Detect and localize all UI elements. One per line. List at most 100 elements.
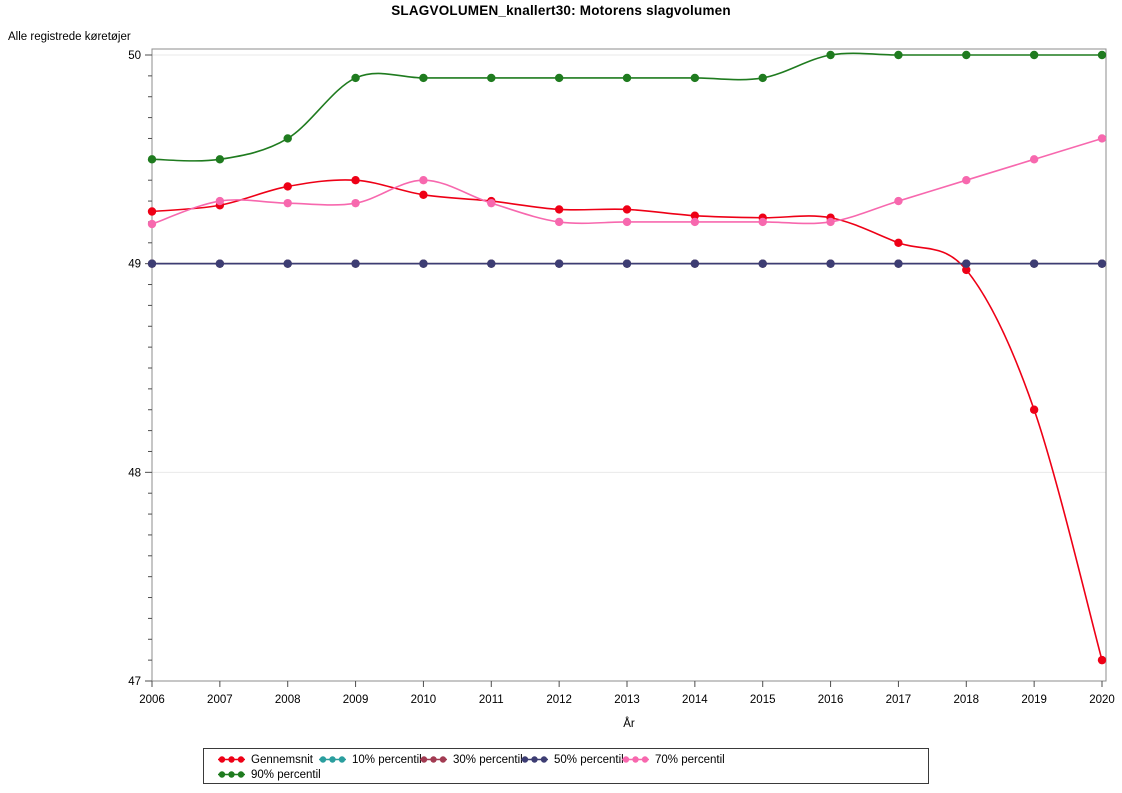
legend-item-p30: 30% percentil [420, 753, 523, 766]
data-point-p70 [1029, 155, 1039, 164]
x-axis-title: År [623, 718, 635, 730]
x-tick-label: 2009 [343, 694, 369, 706]
data-point-p90 [826, 50, 835, 60]
legend-item-p50: 50% percentil [521, 753, 624, 766]
chart-title: SLAGVOLUMEN_knallert30: Motorens slagvol… [391, 3, 731, 18]
x-tick-label: 2017 [886, 694, 912, 706]
data-point-p70 [758, 217, 767, 227]
data-point-p50 [894, 259, 903, 268]
legend-marker-icon [420, 756, 447, 763]
data-point-p90 [419, 73, 428, 83]
y-tick-label: 47 [128, 676, 141, 688]
data-point-p50 [962, 259, 971, 268]
chart-legend: Gennemsnit 10% percentil 30% percentil 50% … [203, 748, 929, 784]
data-point-p90 [215, 155, 225, 164]
legend-marker-icon [521, 756, 548, 763]
legend-item-p10: 10% percentil [319, 753, 422, 766]
x-tick-label: 2013 [614, 694, 640, 706]
data-point-p70 [147, 219, 157, 229]
data-point-p70 [283, 198, 292, 208]
data-point-p70 [690, 217, 700, 227]
plot-frame [151, 48, 1107, 682]
data-point-p50 [487, 259, 496, 268]
legend-row: Gennemsnit 10% percentil 30% percentil 50% … [218, 752, 928, 767]
legend-label: 70% percentil [655, 753, 725, 766]
data-point-gennemsnit [1029, 405, 1039, 414]
legend-item-p70: 70% percentil [622, 754, 725, 766]
data-point-p90 [487, 73, 496, 83]
data-point-p70 [962, 176, 971, 185]
data-point-p90 [894, 50, 903, 60]
data-point-p50 [826, 259, 835, 268]
data-point-p70 [215, 196, 225, 206]
legend-row: 90% percentil [218, 767, 928, 782]
data-point-p90 [622, 73, 632, 83]
legend-item-p90: 90% percentil [218, 769, 321, 781]
legend-marker-icon [218, 771, 245, 778]
data-point-p90 [147, 155, 157, 164]
legend-marker-icon [218, 756, 245, 763]
data-point-gennemsnit [147, 207, 157, 216]
x-tick-label: 2008 [275, 694, 301, 706]
legend-label: 10% percentil [352, 753, 422, 766]
data-point-gennemsnit [419, 190, 428, 200]
data-point-p70 [419, 176, 428, 185]
data-point-gennemsnit [962, 265, 971, 275]
data-point-gennemsnit [1097, 655, 1107, 665]
x-tick-label: 2014 [682, 694, 708, 706]
data-point-p90 [554, 73, 564, 83]
data-point-p50 [351, 259, 360, 268]
data-point-p70 [622, 217, 632, 227]
data-point-p90 [351, 73, 360, 83]
data-point-gennemsnit [351, 176, 360, 185]
data-point-p50 [283, 259, 292, 268]
legend-marker-icon [319, 756, 346, 763]
data-point-p90 [283, 134, 292, 143]
y-tick-label: 48 [128, 467, 141, 479]
data-point-p90 [690, 73, 700, 83]
y-tick-label: 49 [128, 259, 141, 271]
data-point-p70 [826, 217, 835, 227]
x-tick-label: 2020 [1089, 694, 1115, 706]
data-point-p50 [1029, 259, 1039, 268]
data-point-p50 [147, 259, 157, 268]
data-point-gennemsnit [690, 211, 700, 220]
x-tick-label: 2016 [818, 694, 844, 706]
data-point-p70 [1097, 134, 1107, 143]
data-point-p90 [1097, 50, 1107, 60]
data-point-p70 [894, 196, 903, 206]
data-point-p50 [215, 259, 225, 268]
x-tick-label: 2019 [1021, 694, 1047, 706]
data-point-p50 [758, 259, 767, 268]
x-tick-label: 2010 [411, 694, 437, 706]
legend-label: 50% percentil [554, 753, 624, 766]
y-tick-label: 50 [128, 50, 141, 62]
data-point-gennemsnit [894, 238, 903, 247]
x-tick-label: 2015 [750, 694, 776, 706]
data-point-p90 [758, 73, 767, 83]
data-point-p50 [1097, 259, 1107, 268]
legend-label: 30% percentil [453, 753, 523, 766]
data-point-gennemsnit [554, 205, 564, 214]
x-tick-label: 2011 [479, 694, 504, 706]
legend-item-gennemsnit: Gennemsnit [218, 754, 319, 766]
data-point-p50 [622, 259, 632, 268]
data-point-p50 [690, 259, 700, 268]
legend-label: Gennemsnit [251, 753, 314, 766]
data-point-p90 [962, 50, 971, 60]
series-line-p90 [151, 52, 1102, 162]
data-point-p70 [487, 198, 496, 208]
series-line-gennemsnit [151, 179, 1103, 661]
x-tick-label: 2012 [546, 694, 572, 706]
data-point-p90 [1029, 50, 1039, 60]
data-point-p70 [351, 198, 360, 208]
data-point-p70 [554, 217, 564, 227]
data-point-p50 [419, 259, 428, 268]
legend-label: 90% percentil [251, 768, 321, 781]
x-tick-label: 2018 [953, 694, 979, 706]
data-point-gennemsnit [622, 205, 632, 214]
x-tick-label: 2006 [139, 694, 165, 706]
data-point-p50 [554, 259, 564, 268]
